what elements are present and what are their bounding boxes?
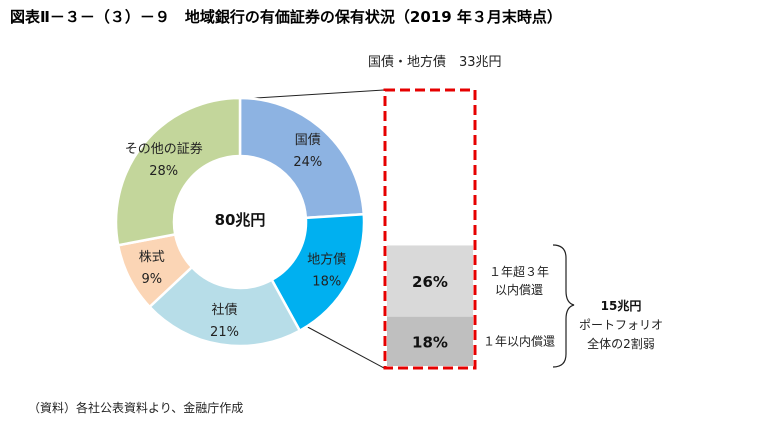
slice-value-2: 21% bbox=[210, 325, 239, 340]
bracket-line-0: 15兆円 bbox=[601, 298, 642, 313]
chart-title: 図表Ⅱ－３－（３）－９ 地域銀行の有価証券の保有状況（2019 年３月末時点） bbox=[10, 8, 562, 26]
segment-label-2-0: １年以内償還 bbox=[483, 334, 555, 348]
donut-slice-0 bbox=[238, 96, 366, 220]
slice-value-4: 28% bbox=[149, 164, 178, 179]
segment-value-2: 18% bbox=[412, 333, 448, 351]
bar-segment-0 bbox=[387, 92, 473, 246]
curly-bracket bbox=[552, 244, 575, 368]
connector-bottom bbox=[301, 323, 385, 369]
slice-label-1: 地方債 bbox=[307, 252, 346, 268]
bar-segment-1 bbox=[387, 245, 473, 317]
slice-label-0: 国債 bbox=[295, 133, 321, 148]
highlight-frame bbox=[383, 88, 477, 370]
segment-label-1-1: 以内償還 bbox=[495, 283, 543, 297]
slice-value-3: 9% bbox=[141, 272, 162, 287]
segment-value-1: 26% bbox=[412, 273, 448, 291]
slice-label-4: その他の証券 bbox=[125, 141, 203, 157]
connector-top bbox=[239, 89, 385, 100]
slice-value-1: 18% bbox=[312, 275, 341, 290]
bracket-line-2: 全体の2割弱 bbox=[587, 336, 655, 351]
segment-label-1-0: １年超３年 bbox=[489, 264, 549, 279]
bracket-line-1: ポートフォリオ bbox=[579, 318, 663, 332]
donut-chart: 国債 24% 地方債 18% 社債 21% 株式 9% その他の証券 28% bbox=[114, 96, 366, 348]
donut-center-label: 80兆円 bbox=[215, 211, 266, 229]
donut-slice-2 bbox=[147, 265, 302, 348]
stacked-bar: 26% 18% bbox=[387, 92, 473, 366]
bar-segment-2 bbox=[387, 316, 473, 366]
slice-label-3: 株式 bbox=[139, 250, 165, 265]
source-note: （資料）各社公表資料より、金融庁作成 bbox=[28, 400, 243, 415]
stack-bar-title: 国債・地方債 33兆円 bbox=[368, 54, 502, 70]
slice-label-2: 社債 bbox=[212, 302, 238, 318]
donut-slice-4 bbox=[114, 96, 242, 247]
slice-value-0: 24% bbox=[293, 155, 322, 170]
